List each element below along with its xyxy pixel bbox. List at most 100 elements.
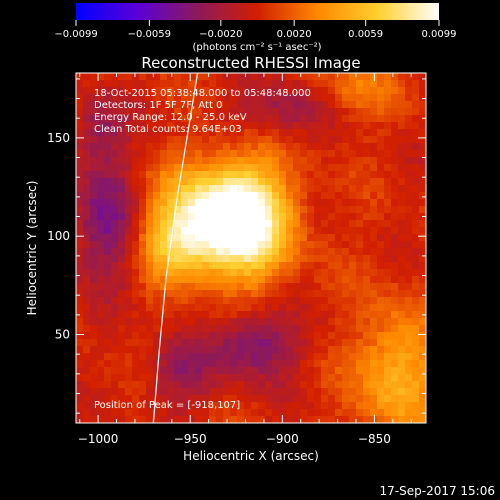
heatmap-cell (223, 402, 231, 410)
heatmap-cell (391, 290, 399, 298)
heatmap-cell (76, 339, 84, 347)
solar-limb-line (152, 73, 199, 423)
heatmap-cell (412, 150, 420, 158)
heatmap-cell (167, 157, 175, 165)
heatmap-cell (363, 73, 371, 81)
heatmap-cell (223, 360, 231, 368)
heatmap-cell (209, 332, 217, 340)
heatmap-cell (97, 381, 105, 389)
heatmap-cell (419, 283, 426, 291)
heatmap-cell (146, 241, 154, 249)
heatmap-cell (83, 199, 91, 207)
heatmap-cell (272, 353, 280, 361)
heatmap-cell (370, 213, 378, 221)
heatmap-cell (342, 164, 350, 172)
heatmap-cell (258, 311, 266, 319)
heatmap-cell (153, 122, 161, 130)
heatmap-cell (174, 311, 182, 319)
heatmap-cell (111, 171, 119, 179)
heatmap-cell (398, 157, 406, 165)
heatmap-cell (279, 276, 287, 284)
heatmap-cell (377, 185, 385, 193)
heatmap-cell (139, 206, 147, 214)
heatmap-cell (195, 73, 203, 81)
heatmap-cell (216, 381, 224, 389)
heatmap-cell (167, 318, 175, 326)
heatmap-cell (153, 115, 161, 123)
heatmap-cell (391, 185, 399, 193)
heatmap-cell (237, 409, 245, 417)
heatmap-cell (265, 402, 273, 410)
heatmap-cell (377, 402, 385, 410)
heatmap-cell (398, 360, 406, 368)
heatmap-cell (160, 332, 168, 340)
heatmap-cell (244, 332, 252, 340)
heatmap-cell (76, 325, 84, 333)
heatmap-cell (188, 143, 196, 151)
heatmap-cell (195, 353, 203, 361)
heatmap-cell (195, 367, 203, 375)
heatmap-cell (370, 87, 378, 95)
heatmap-cell (321, 297, 329, 305)
heatmap-cell (202, 143, 210, 151)
heatmap-cell (125, 339, 133, 347)
heatmap-cell (118, 122, 126, 130)
heatmap-cell (244, 73, 252, 81)
heatmap-cell (181, 94, 189, 102)
heatmap-cell (405, 115, 413, 123)
heatmap-cell (279, 325, 287, 333)
heatmap-cell (391, 283, 399, 291)
heatmap-cell (356, 402, 364, 410)
heatmap-cell (202, 136, 210, 144)
heatmap-cell (160, 318, 168, 326)
heatmap-cell (286, 325, 294, 333)
heatmap-cell (181, 290, 189, 298)
heatmap-cell (335, 395, 343, 403)
heatmap-cell (202, 80, 210, 88)
heatmap-cell (377, 276, 385, 284)
heatmap-cell (202, 192, 210, 200)
heatmap-cell (321, 220, 329, 228)
heatmap-cell (384, 150, 392, 158)
heatmap-cell (342, 395, 350, 403)
heatmap-cell (384, 87, 392, 95)
footer-timestamp: 17-Sep-2017 15:06 (380, 484, 495, 498)
heatmap-cell (363, 80, 371, 88)
heatmap-cell (230, 220, 238, 228)
heatmap-cell (405, 220, 413, 228)
heatmap-cell (391, 318, 399, 326)
heatmap-cell (335, 416, 343, 423)
heatmap-cell (398, 206, 406, 214)
heatmap-cell (342, 297, 350, 305)
heatmap-cell (321, 136, 329, 144)
heatmap-cell (223, 297, 231, 305)
heatmap-cell (321, 150, 329, 158)
heatmap-cell (251, 325, 259, 333)
heatmap-cell (258, 129, 266, 137)
heatmap-cell (125, 164, 133, 172)
heatmap-cell (398, 409, 406, 417)
heatmap-cell (286, 367, 294, 375)
heatmap-cell (258, 178, 266, 186)
heatmap-cell (118, 269, 126, 277)
heatmap-cell (223, 325, 231, 333)
heatmap-cell (314, 374, 322, 382)
heatmap-cell (132, 283, 140, 291)
heatmap-cell (202, 374, 210, 382)
heatmap-cell (398, 80, 406, 88)
heatmap-cell (321, 80, 329, 88)
heatmap-cell (174, 262, 182, 270)
heatmap-cell (321, 108, 329, 116)
heatmap-cell (167, 150, 175, 158)
heatmap-cell (265, 108, 273, 116)
heatmap-cell (174, 73, 182, 81)
heatmap-cell (258, 318, 266, 326)
heatmap-cell (132, 297, 140, 305)
heatmap-cell (412, 339, 420, 347)
heatmap-cell (139, 115, 147, 123)
heatmap-cell (160, 87, 168, 95)
heatmap-cell (188, 94, 196, 102)
heatmap-cell (195, 311, 203, 319)
heatmap-cell (209, 199, 217, 207)
heatmap-cell (174, 381, 182, 389)
